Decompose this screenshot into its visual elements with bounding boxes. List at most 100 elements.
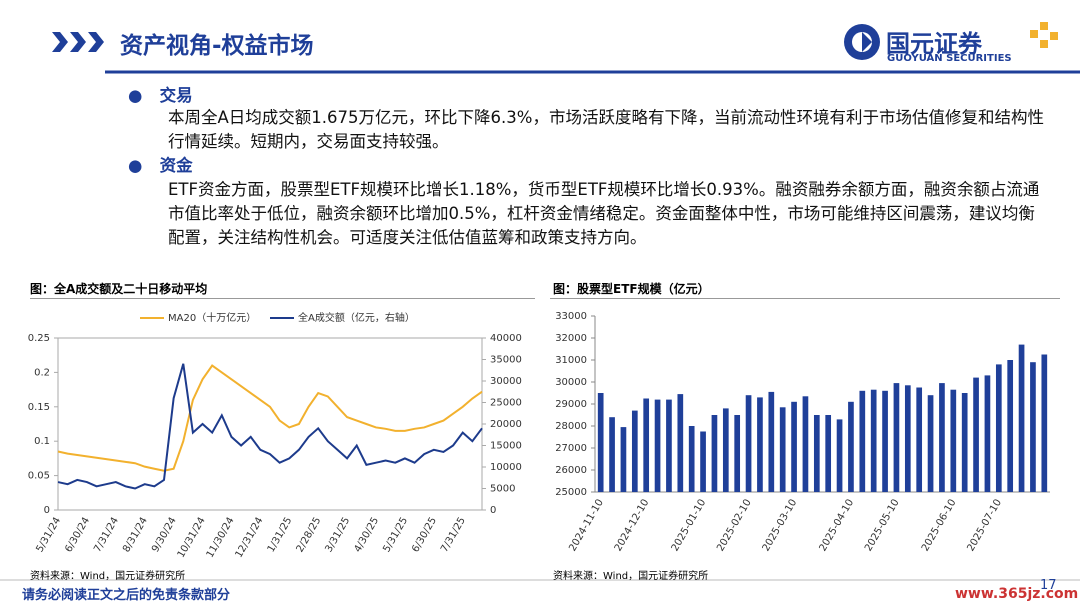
y-tick-label: 25000 <box>555 487 587 498</box>
bullet-text: 本周全A日均成交额1.675万亿元，环比下降6.3%，市场活跃度略有下降，当前流… <box>168 108 1044 151</box>
x-tick-label: 2025-01-10 <box>670 498 709 554</box>
bar <box>791 401 797 492</box>
slide-title: 资产视角-权益市场 <box>120 33 314 59</box>
y2-tick-label: 30000 <box>490 376 522 387</box>
y-tick-label: 27000 <box>555 443 587 454</box>
bar <box>836 419 843 492</box>
bar <box>1030 362 1036 492</box>
chevrons <box>52 32 104 52</box>
y-tick-label: 33000 <box>555 311 587 322</box>
y-tick-label: 28000 <box>555 421 587 432</box>
bar <box>859 390 866 492</box>
legend-label: MA20（十万亿元） <box>168 311 256 324</box>
bar <box>620 427 627 492</box>
chart-title: 图：全A成交额及二十日移动平均 <box>30 282 208 296</box>
x-tick-label: 2025-02-10 <box>715 498 754 554</box>
y-tick-label: 0.05 <box>28 471 50 482</box>
y2-tick-label: 10000 <box>490 462 522 473</box>
chart-rule <box>30 298 535 299</box>
y-tick-label: 0.25 <box>28 333 50 344</box>
bullet-text: ETF资金方面，股票型ETF规模环比增长1.18%，货币型ETF规模环比增长0.… <box>168 180 1040 247</box>
bar <box>734 415 741 492</box>
bar <box>939 383 945 492</box>
x-tick-label: 11/30/24 <box>205 516 237 560</box>
bar <box>1018 344 1025 492</box>
bar <box>609 417 615 492</box>
x-tick-label: 2025-06-10 <box>920 498 959 554</box>
disclaimer: 请务必阅读正文之后的免责条款部分 <box>22 588 231 603</box>
bar <box>848 401 854 492</box>
heading-text: 交易 <box>159 86 193 105</box>
heading-text: 资金 <box>159 156 193 175</box>
bullet-heading: ● 资金 <box>128 156 193 175</box>
x-tick-label: 2/28/25 <box>295 516 324 555</box>
bar <box>700 431 706 492</box>
bar <box>916 387 923 492</box>
y2-tick-label: 15000 <box>490 441 522 452</box>
x-tick-label: 2025-07-10 <box>965 498 1004 554</box>
y2-tick-label: 40000 <box>490 333 522 344</box>
bar <box>779 407 786 492</box>
x-tick-label: 7/31/25 <box>439 516 468 555</box>
y2-tick-label: 35000 <box>490 355 522 366</box>
series-line <box>57 364 483 472</box>
y2-tick-label: 5000 <box>490 484 515 495</box>
y-tick-label: 26000 <box>555 465 587 476</box>
bar <box>927 395 934 492</box>
bar <box>677 394 684 492</box>
y-tick-label: 29000 <box>555 399 587 410</box>
bar <box>984 375 991 492</box>
bullet-heading: ● 交易 <box>128 86 193 105</box>
bar <box>643 398 650 492</box>
y-tick-label: 0.2 <box>34 367 50 378</box>
bar <box>870 389 877 492</box>
bar <box>654 399 661 492</box>
x-tick-label: 5/31/25 <box>381 516 410 555</box>
x-tick-label: 2025-05-10 <box>863 498 902 554</box>
legend-label: 全A成交额（亿元，右轴） <box>298 311 415 324</box>
x-tick-label: 8/31/24 <box>121 516 150 555</box>
y-tick-label: 30000 <box>555 377 587 388</box>
logo-icon <box>844 22 1058 60</box>
y2-tick-label: 25000 <box>490 398 522 409</box>
y2-tick-label: 20000 <box>490 419 522 430</box>
x-tick-label: 6/30/25 <box>410 516 439 555</box>
bar <box>745 395 752 492</box>
bar <box>904 385 911 492</box>
bar <box>893 383 900 492</box>
x-tick-label: 9/30/24 <box>150 516 179 555</box>
bar <box>813 415 820 492</box>
bar <box>1041 354 1048 492</box>
bar <box>757 397 763 492</box>
bar <box>961 393 968 492</box>
x-tick-label: 2025-04-10 <box>818 498 857 554</box>
bar <box>950 389 957 492</box>
x-tick-label: 12/31/24 <box>234 516 266 560</box>
x-tick-label: 7/31/24 <box>92 516 121 555</box>
x-tick-label: 3/31/25 <box>323 516 352 555</box>
y-tick-label: 32000 <box>555 333 587 344</box>
series-line <box>57 363 483 490</box>
source: 资料来源：Wind，国元证券研究所 <box>553 571 709 582</box>
bar <box>768 391 775 492</box>
x-tick-label: 6/30/24 <box>63 516 92 555</box>
watermark: www.365jz.com <box>955 586 1079 602</box>
bar <box>631 410 638 492</box>
x-tick-label: 2024-11-10 <box>567 498 606 554</box>
y-tick-label: 0 <box>44 505 50 516</box>
y-tick-label: 0.15 <box>28 402 50 413</box>
y-tick-label: 0.1 <box>34 436 50 447</box>
x-tick-label: 4/30/25 <box>352 516 381 555</box>
bar <box>597 393 604 492</box>
bar <box>882 390 888 492</box>
bar <box>973 377 979 492</box>
bar <box>995 364 1002 492</box>
bar <box>722 408 729 492</box>
bar <box>711 415 718 492</box>
y2-tick-label: 0 <box>490 505 496 516</box>
logo-name: 国元证券 <box>886 30 982 58</box>
bar <box>688 426 695 492</box>
chart-title: 图：股票型ETF规模（亿元） <box>553 282 710 296</box>
